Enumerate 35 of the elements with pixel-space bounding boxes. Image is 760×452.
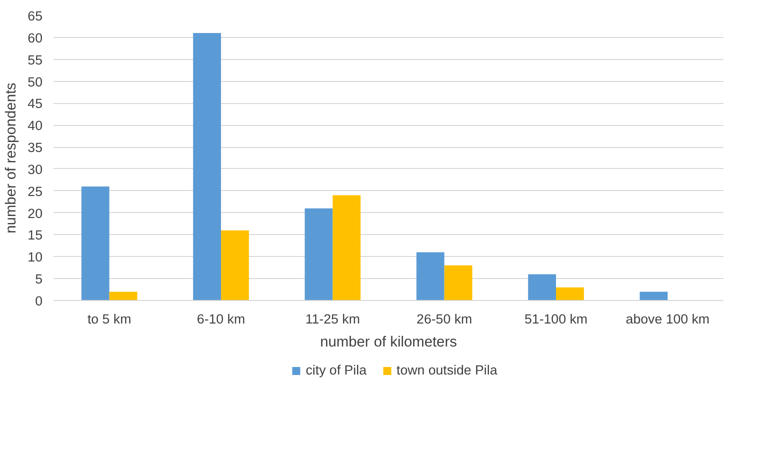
- y-tick-label: 20: [28, 206, 43, 221]
- x-tick-label: 26-50 km: [416, 312, 472, 326]
- y-tick-label: 25: [28, 184, 43, 199]
- x-axis-title: number of kilometers: [320, 334, 457, 350]
- bar: [640, 292, 668, 300]
- bar: [193, 33, 221, 300]
- bar: [444, 265, 472, 300]
- y-axis-title: number of respondents: [4, 82, 20, 234]
- bar: [81, 186, 110, 300]
- bar: [416, 252, 444, 300]
- bar: [304, 208, 333, 300]
- y-tick-label: 55: [28, 52, 43, 68]
- y-tick-label: 10: [28, 250, 43, 265]
- x-tick-label: to 5 km: [87, 312, 132, 326]
- x-tick-label: 11-25 km: [305, 312, 360, 326]
- legend-label: town outside Pila: [396, 362, 498, 378]
- bar: [221, 230, 249, 300]
- bar: [528, 274, 556, 300]
- bar: [556, 287, 584, 300]
- y-tick-label: 40: [28, 118, 43, 134]
- x-tick-label: above 100 km: [626, 312, 710, 326]
- y-tick-label: 30: [28, 162, 43, 177]
- y-tick-label: 5: [35, 272, 43, 287]
- y-tick-label: 65: [28, 8, 43, 24]
- bar: [332, 195, 361, 300]
- y-tick-label: 15: [28, 228, 43, 243]
- y-tick-label: 0: [35, 294, 43, 308]
- y-tick-label: 50: [28, 74, 43, 90]
- legend-label: city of Pila: [306, 362, 366, 378]
- bar: [109, 292, 138, 300]
- y-tick-label: 60: [28, 30, 43, 46]
- x-tick-label: 6-10 km: [196, 312, 246, 326]
- y-tick-label: 35: [28, 140, 43, 156]
- x-tick-label: 51-100 km: [524, 312, 588, 326]
- y-tick-label: 45: [28, 96, 43, 112]
